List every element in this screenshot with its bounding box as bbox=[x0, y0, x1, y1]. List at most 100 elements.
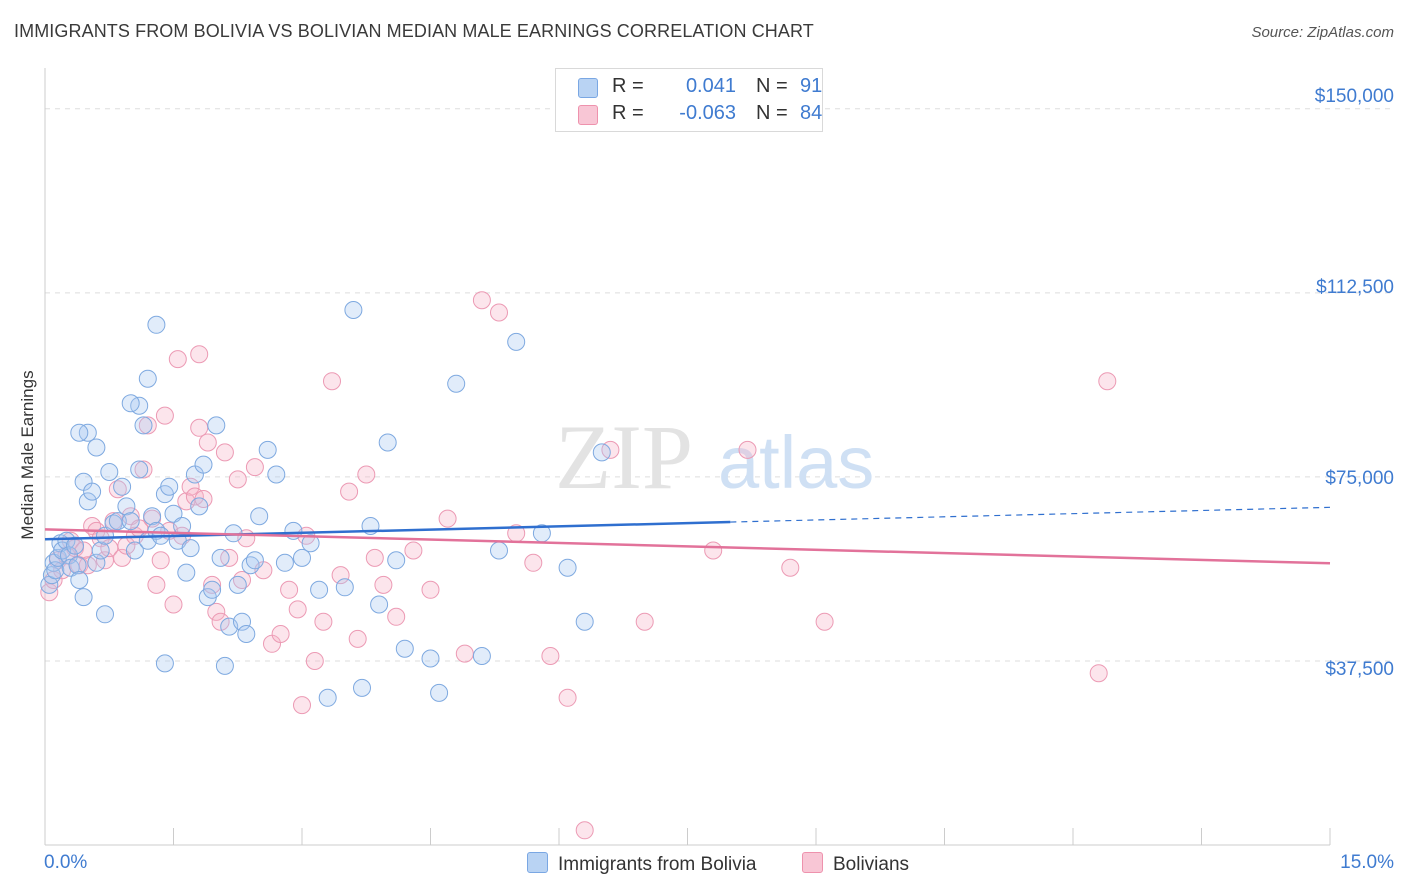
data-point-immigrants bbox=[143, 507, 162, 526]
data-point-bolivians bbox=[134, 460, 153, 479]
data-point-immigrants bbox=[353, 678, 371, 697]
stats-swatch-pink bbox=[578, 105, 598, 125]
watermark: ZIP atlas bbox=[555, 406, 874, 508]
chart-title: IMMIGRANTS FROM BOLIVIA VS BOLIVIAN MEDI… bbox=[14, 21, 814, 41]
x-tick-max: 15.0% bbox=[1340, 852, 1394, 873]
data-point-bolivians bbox=[404, 541, 423, 560]
data-point-immigrants bbox=[203, 580, 222, 599]
data-point-bolivians bbox=[207, 602, 226, 621]
x-tick-min: 0.0% bbox=[44, 852, 88, 873]
data-point-bolivians bbox=[305, 652, 324, 670]
y-tick-112500: $112,500 bbox=[1316, 277, 1394, 298]
trend-line-immigrants bbox=[44, 520, 731, 541]
data-point-bolivians bbox=[181, 477, 200, 496]
data-point-immigrants bbox=[125, 541, 144, 560]
data-point-bolivians bbox=[558, 688, 577, 707]
data-point-immigrants bbox=[78, 492, 97, 511]
stats-n-value: 84 bbox=[800, 102, 823, 124]
data-point-bolivians bbox=[490, 303, 508, 322]
data-point-bolivians bbox=[228, 470, 247, 489]
stats-r-value: 0.041 bbox=[685, 75, 736, 97]
data-point-bolivians bbox=[151, 551, 170, 570]
data-point-immigrants bbox=[70, 571, 89, 589]
data-point-bolivians bbox=[215, 443, 234, 462]
stats-r-label: R = bbox=[612, 75, 644, 97]
data-point-immigrants bbox=[66, 536, 84, 555]
data-point-immigrants bbox=[447, 374, 466, 393]
data-point-bolivians bbox=[421, 580, 440, 599]
stats-n-label: N = bbox=[756, 75, 788, 97]
data-point-immigrants bbox=[96, 605, 114, 624]
data-point-bolivians bbox=[357, 465, 376, 484]
data-point-bolivians bbox=[635, 612, 654, 631]
data-point-bolivians bbox=[147, 575, 166, 594]
y-axis-label: Median Male Earnings bbox=[18, 370, 37, 540]
data-point-bolivians bbox=[472, 291, 491, 310]
trend-line-immigrants-extension bbox=[730, 506, 1331, 523]
data-point-bolivians bbox=[198, 433, 217, 452]
data-point-immigrants bbox=[70, 423, 89, 442]
data-point-bolivians bbox=[365, 548, 384, 567]
trend-line-bolivians bbox=[44, 528, 1331, 565]
data-point-immigrants bbox=[421, 649, 440, 668]
data-point-immigrants bbox=[215, 656, 234, 675]
data-point-bolivians bbox=[271, 625, 290, 643]
data-point-bolivians bbox=[374, 575, 393, 594]
data-point-immigrants bbox=[121, 394, 140, 413]
data-point-bolivians bbox=[387, 607, 406, 626]
watermark-zip: ZIP bbox=[555, 406, 693, 508]
data-point-immigrants bbox=[430, 683, 449, 702]
data-point-immigrants bbox=[250, 507, 269, 526]
data-point-immigrants bbox=[61, 558, 80, 577]
data-point-immigrants bbox=[558, 558, 577, 577]
stats-r-label: R = bbox=[612, 102, 644, 124]
data-point-immigrants bbox=[211, 548, 230, 567]
data-point-immigrants bbox=[344, 301, 363, 319]
data-point-immigrants bbox=[100, 463, 119, 481]
data-point-immigrants bbox=[275, 553, 294, 572]
data-point-immigrants bbox=[378, 433, 397, 452]
data-point-immigrants bbox=[121, 512, 140, 531]
data-point-immigrants bbox=[113, 477, 132, 496]
data-point-bolivians bbox=[455, 644, 474, 663]
data-point-bolivians bbox=[340, 482, 359, 501]
series-bolivians-points bbox=[40, 291, 1117, 840]
legend-item-bolivians[interactable]: Bolivians bbox=[802, 852, 909, 876]
data-point-bolivians bbox=[738, 440, 757, 459]
data-point-immigrants bbox=[87, 438, 106, 457]
data-point-immigrants bbox=[237, 625, 256, 643]
data-point-immigrants bbox=[228, 575, 247, 594]
legend-swatch-pink bbox=[802, 852, 823, 873]
data-point-bolivians bbox=[524, 553, 543, 572]
y-tick-150000: $150,000 bbox=[1314, 86, 1394, 107]
data-point-immigrants bbox=[395, 639, 414, 658]
data-point-bolivians bbox=[1089, 664, 1108, 683]
stats-r-value: -0.063 bbox=[679, 102, 736, 124]
data-point-bolivians bbox=[323, 372, 341, 391]
source-label: Source: ZipAtlas.com bbox=[1251, 24, 1394, 41]
legend-label-bolivians: Bolivians bbox=[833, 854, 910, 875]
data-point-bolivians bbox=[168, 350, 187, 369]
data-point-immigrants bbox=[472, 647, 491, 665]
stats-n-value: 91 bbox=[800, 75, 823, 97]
data-point-immigrants bbox=[147, 315, 166, 334]
data-point-immigrants bbox=[177, 563, 196, 582]
axes bbox=[44, 68, 1331, 846]
data-point-bolivians bbox=[575, 821, 594, 840]
grid-lines bbox=[45, 108, 1395, 662]
legend-label-immigrants: Immigrants from Bolivia bbox=[558, 854, 757, 875]
data-point-bolivians bbox=[348, 629, 367, 648]
data-point-bolivians bbox=[438, 509, 457, 528]
data-point-immigrants bbox=[318, 688, 337, 707]
data-point-immigrants bbox=[575, 612, 594, 631]
data-point-immigrants bbox=[181, 539, 200, 558]
data-point-immigrants bbox=[507, 332, 526, 351]
data-point-bolivians bbox=[190, 418, 209, 437]
data-point-immigrants bbox=[134, 416, 153, 435]
data-point-bolivians bbox=[541, 647, 560, 665]
legend-item-immigrants[interactable]: Immigrants from Bolivia bbox=[527, 852, 757, 876]
y-tick-75000: $75,000 bbox=[1325, 468, 1394, 489]
data-point-immigrants bbox=[155, 654, 174, 673]
data-point-immigrants bbox=[164, 504, 183, 523]
data-point-immigrants bbox=[57, 531, 76, 550]
